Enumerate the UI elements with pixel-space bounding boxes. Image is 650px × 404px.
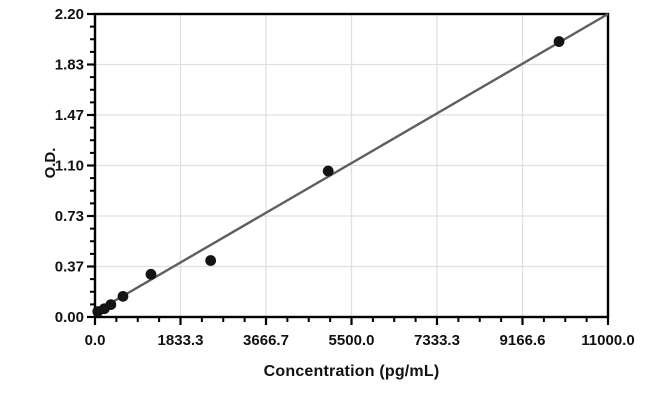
data-point (205, 255, 217, 266)
x-tick-label: 0.0 (85, 332, 106, 349)
data-point (117, 290, 129, 302)
y-tick-label: 0.37 (55, 258, 84, 275)
x-tick-label: 5500.0 (329, 332, 375, 349)
data-point (105, 299, 117, 311)
y-axis-title: O.D. (41, 147, 59, 179)
data-point (145, 268, 157, 280)
x-tick-label: 7333.3 (414, 332, 460, 349)
y-tick-label: 2.20 (55, 6, 84, 23)
y-tick-label: 1.47 (55, 107, 84, 124)
data-point (322, 165, 334, 177)
trend-line (94, 12, 609, 314)
x-tick-label: 1833.3 (158, 332, 204, 349)
y-tick-label: 1.10 (55, 158, 84, 175)
y-tick-label: 0.73 (55, 208, 84, 225)
y-tick-label: 1.83 (55, 57, 84, 74)
x-axis-title: Concentration (pg/mL) (263, 363, 440, 380)
plot-border (93, 12, 610, 319)
data-point (553, 36, 565, 47)
y-tick-label: 0.00 (55, 309, 84, 326)
x-tick-label: 9166.6 (500, 332, 546, 349)
x-tick-label: 11000.0 (581, 332, 634, 349)
x-tick-label: 3666.7 (243, 332, 289, 349)
